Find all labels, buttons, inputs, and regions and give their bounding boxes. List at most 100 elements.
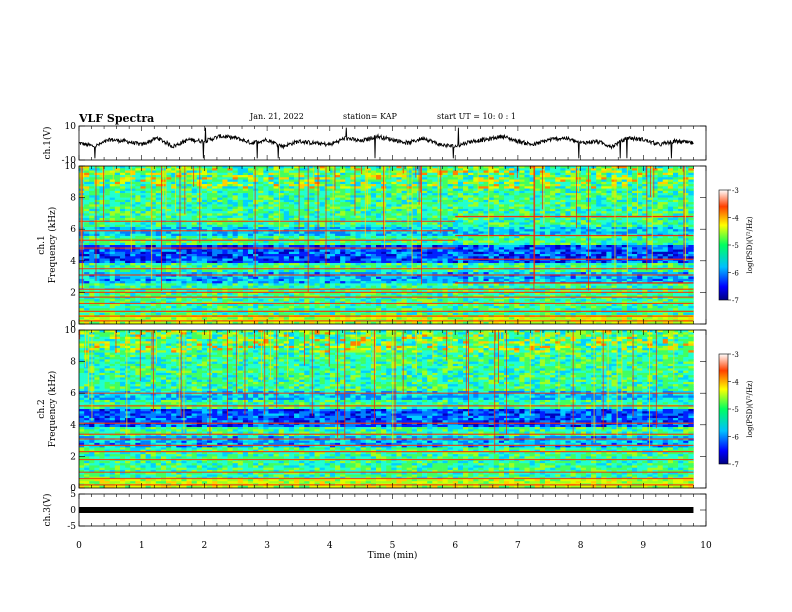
ch1-spectrogram-cell <box>652 251 658 255</box>
ch1-spectrogram-cell <box>386 215 392 219</box>
ch1-spectrogram-cell <box>560 226 566 230</box>
ch1-spectrogram-cell <box>596 226 602 230</box>
ch1-spectrogram-cell <box>544 190 551 194</box>
ch1-spectrogram-cell <box>437 188 443 192</box>
ch1-spectrogram-cell <box>606 181 612 185</box>
ch1-spectrogram-cell <box>432 256 438 259</box>
ch1-spectrogram-cell <box>396 249 402 253</box>
ch1-spectrogram-cell <box>355 240 361 244</box>
ch1-spectrogram-cell <box>401 206 408 210</box>
ch1-spectrogram-cell <box>201 256 208 259</box>
ch1-spectrogram-cell <box>427 199 433 203</box>
ch1-spectrogram-cell <box>483 175 489 178</box>
ch1-spectrogram-cell <box>109 233 116 237</box>
ch1-spectrogram-cell <box>498 199 505 203</box>
ch1-spectrogram-cell <box>672 208 679 212</box>
ch1-spectrogram-cell <box>155 226 162 230</box>
ch1-spectrogram-cell <box>119 186 126 189</box>
ch1-spectrogram-cell <box>232 245 239 248</box>
ch1-spectrogram-cell <box>99 256 105 259</box>
ch1-spectrogram-cell <box>340 226 346 230</box>
ch1-spectrogram-cell <box>304 213 310 216</box>
ch1-spectrogram-cell <box>273 172 279 176</box>
ch1-spectrogram-cell <box>529 170 536 174</box>
ch1-spectrogram-cell <box>355 204 361 207</box>
ch1-spectrogram-cell <box>632 197 638 201</box>
ch1-spectrogram-cell <box>381 251 387 255</box>
ch1-spectrogram-cell <box>217 179 223 183</box>
ch1-spectrogram-cell <box>207 217 213 221</box>
ch1-spectrogram-cell <box>463 226 469 230</box>
ch1-spectrogram-cell <box>130 168 136 171</box>
ch1-spectrogram-cell <box>422 215 428 219</box>
ch1-spectrogram-cell <box>217 254 223 257</box>
ch1-spectrogram-cell <box>498 193 505 196</box>
ch1-spectrogram-cell <box>94 245 100 248</box>
ch1-spectrogram-cell <box>447 242 454 246</box>
ch1-spectrogram-cell <box>319 172 326 176</box>
ch1-spectrogram-cell <box>130 254 136 257</box>
ch1-spectrogram-cell <box>212 206 218 210</box>
ch1-spectrogram-cell <box>488 184 495 187</box>
ch1-spectrogram-cell <box>683 195 689 198</box>
ch1-spectrogram-cell <box>375 211 382 214</box>
ch1-spectrogram-cell <box>642 166 648 169</box>
ch1-spectrogram-cell <box>160 251 167 255</box>
ch1-spectrogram-cell <box>396 231 402 235</box>
ch1-spectrogram-cell <box>171 193 177 196</box>
ch1-spectrogram-cell <box>329 190 336 194</box>
ch1-spectrogram-cell <box>488 256 495 259</box>
ch1-spectrogram-cell <box>375 233 382 237</box>
ch1-spectrogram-cell <box>544 193 551 196</box>
ch1-spectrogram-cell <box>125 256 131 259</box>
ch1-spectrogram-cell <box>422 190 428 194</box>
ch1-spectrogram-cell <box>258 195 264 198</box>
ch1-spectrogram-cell <box>652 166 658 169</box>
ch1-spectrogram-cell <box>160 240 167 244</box>
ch1-spectrogram-cell <box>79 242 85 246</box>
ch1-spectrogram-cell <box>406 168 413 171</box>
ch1-spectrogram-cell <box>201 175 208 178</box>
ch1-spectrogram-cell <box>181 190 187 194</box>
ch1-spectrogram-cell <box>601 247 607 250</box>
ch1-spectrogram-cell <box>304 240 310 244</box>
ch1-spectrogram-cell <box>201 193 208 196</box>
ch1-spectrogram-cell <box>258 240 264 244</box>
ch1-spectrogram-cell <box>596 254 602 257</box>
ch1-spectrogram-cell <box>160 256 167 259</box>
ch1-spectrogram-cell <box>278 235 285 239</box>
ch1-spectrogram-cell <box>647 251 653 255</box>
ch1-spectrogram-cell <box>621 240 628 244</box>
ch1-spectrogram-cell <box>621 197 628 201</box>
ch1-spectrogram-cell <box>529 188 536 192</box>
ch1-spectrogram-cell <box>550 254 556 257</box>
ch1-spectrogram-cell <box>437 249 443 253</box>
ch1-spectrogram-cell <box>150 168 157 171</box>
ch1-spectrogram-cell <box>370 184 377 187</box>
ch1-spectrogram-cell <box>626 211 633 214</box>
ch1-spectrogram-cell <box>406 217 413 221</box>
ch1-spectrogram-cell <box>401 179 408 183</box>
ch1-spectrogram-cell <box>119 249 126 253</box>
ch1-spectrogram-cell <box>237 172 244 176</box>
ch1-spectrogram-cell <box>278 179 285 183</box>
ch1-spectrogram-cell <box>457 204 464 207</box>
ch1-spectrogram-cell <box>632 224 638 228</box>
ch1-spectrogram-cell <box>411 215 418 219</box>
ch1-spectrogram-cell <box>345 238 351 241</box>
ch1-spectrogram-cell <box>324 170 331 174</box>
ch1-spectrogram-cell <box>442 254 448 257</box>
ch1-spectrogram-cell <box>637 247 643 250</box>
ch1-spectrogram-cell <box>478 238 484 241</box>
ch1-spectrogram-cell <box>406 238 413 241</box>
ch1-spectrogram-cell <box>642 177 648 180</box>
ch1-spectrogram-cell <box>304 186 310 189</box>
ch1-spectrogram-cell <box>427 224 433 228</box>
ch1-spectrogram-cell <box>140 231 146 235</box>
ch1-spectrogram-cell <box>386 226 392 230</box>
ch1-spectrogram-cell <box>350 231 356 235</box>
ch1-spectrogram-cell <box>227 193 233 196</box>
ch1-spectrogram-cell <box>258 166 264 169</box>
ch1-spectrogram-cell <box>580 186 587 189</box>
ch1-spectrogram-cell <box>550 193 556 196</box>
